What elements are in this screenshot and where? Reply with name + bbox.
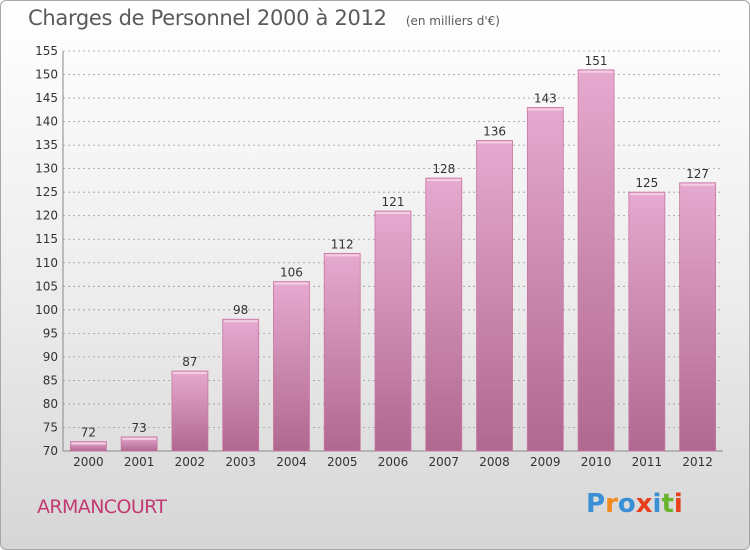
chart-subtitle: (en milliers d'€): [405, 14, 500, 28]
x-tick-label: 2006: [378, 455, 409, 469]
bar-highlight: [172, 372, 207, 374]
bar: [171, 370, 209, 452]
x-tick-label: 2007: [428, 455, 459, 469]
brand-letter: r: [605, 489, 618, 519]
bar: [120, 436, 158, 452]
chart-title: Charges de Personnel 2000 à 2012: [28, 6, 387, 30]
bar-value-label: 112: [331, 237, 354, 251]
bar-value-label: 121: [382, 195, 405, 209]
commune-name: ARMANCOURT: [37, 496, 167, 518]
x-tick-label: 2002: [175, 455, 206, 469]
y-tick-label: 130: [35, 162, 58, 176]
y-tick-label: 115: [35, 232, 58, 246]
brand-letter: t: [661, 489, 674, 519]
bar-value-label: 106: [280, 266, 303, 280]
y-tick-label: 150: [35, 68, 58, 82]
bar-layer: [69, 69, 717, 452]
bar-value-label: 87: [182, 355, 197, 369]
bar-value-label: 127: [686, 167, 709, 181]
y-tick-label: 90: [43, 350, 58, 364]
x-tick-label: 2000: [73, 455, 104, 469]
brand-letter: x: [635, 489, 653, 519]
bar: [628, 191, 666, 452]
brand-letter: i: [673, 489, 683, 519]
bar: [273, 281, 310, 452]
y-tick-label: 120: [35, 209, 58, 223]
bar-highlight: [680, 183, 715, 186]
y-tick-label: 135: [35, 138, 58, 152]
brand-logo: Proxiti: [586, 489, 683, 519]
bar: [323, 252, 361, 452]
x-tick-label: 2004: [276, 455, 307, 469]
y-tick-label: 95: [43, 326, 58, 340]
bar: [679, 182, 717, 452]
y-tick-label: 155: [35, 44, 58, 58]
bar-highlight: [579, 70, 614, 73]
y-tick-label: 125: [35, 185, 58, 199]
bar-highlight: [376, 212, 410, 214]
bar-highlight: [223, 320, 258, 323]
bar-highlight: [71, 442, 106, 445]
bar-value-label: 125: [635, 176, 658, 190]
y-tick-label: 80: [43, 397, 58, 411]
bar-value-label: 143: [534, 91, 557, 105]
brand-letter: i: [652, 489, 662, 519]
label-layer: 72 2000 73 2001 87 2002 98 2003 106 2004 112 2005 12…: [73, 54, 713, 469]
x-tick-label: 2003: [225, 455, 256, 469]
bar: [577, 69, 615, 452]
bar-value-label: 73: [132, 421, 147, 435]
brand-letter: o: [617, 489, 636, 519]
bar: [476, 140, 513, 452]
y-tick-label: 100: [35, 303, 58, 317]
bar-highlight: [274, 282, 309, 285]
title-row: Charges de Personnel 2000 à 2012 (en mil…: [28, 6, 500, 30]
bar-highlight: [426, 179, 461, 182]
bar-value-label: 151: [585, 54, 608, 68]
y-tick-label: 75: [43, 420, 58, 434]
bar: [222, 318, 260, 452]
bar: [425, 177, 463, 452]
y-tick-label: 70: [43, 444, 58, 458]
y-tick-label: 105: [35, 279, 58, 293]
x-tick-label: 2008: [479, 455, 510, 469]
x-tick-label: 2010: [581, 455, 612, 469]
x-tick-label: 2009: [530, 455, 561, 469]
bar: [374, 210, 412, 452]
bar-value-label: 136: [483, 124, 506, 138]
brand-letter: P: [586, 489, 606, 519]
bar-highlight: [325, 254, 360, 257]
x-tick-label: 2011: [632, 455, 663, 469]
x-tick-label: 2012: [682, 455, 713, 469]
bar: [526, 107, 564, 452]
y-tick-label: 140: [35, 115, 58, 129]
bar-highlight: [477, 141, 512, 144]
bar-value-label: 128: [432, 162, 455, 176]
axis-layer: 70 75 80 85 90 95 100 105 110 115 120 125 130 135 140 1…: [35, 44, 723, 458]
bar-highlight: [629, 193, 664, 196]
y-tick-label: 85: [43, 373, 58, 387]
y-tick-label: 110: [35, 256, 58, 270]
bar-value-label: 98: [233, 303, 248, 317]
bar: [69, 441, 107, 452]
bar-value-label: 72: [81, 426, 96, 440]
bar-highlight: [528, 108, 563, 111]
y-tick-label: 145: [35, 91, 58, 105]
x-tick-label: 2005: [327, 455, 358, 469]
x-tick-label: 2001: [124, 455, 155, 469]
bar-highlight: [122, 437, 157, 440]
